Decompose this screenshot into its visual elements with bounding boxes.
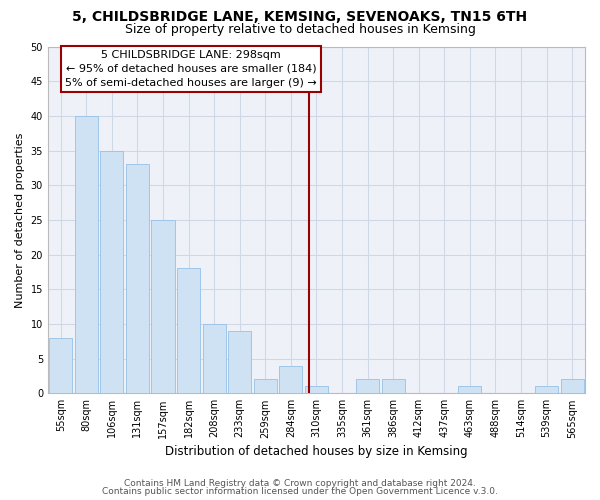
Text: Contains HM Land Registry data © Crown copyright and database right 2024.: Contains HM Land Registry data © Crown c… xyxy=(124,478,476,488)
Bar xyxy=(458,386,481,394)
Text: Contains public sector information licensed under the Open Government Licence v.: Contains public sector information licen… xyxy=(102,488,498,496)
Bar xyxy=(382,380,404,394)
Bar xyxy=(254,380,277,394)
Bar xyxy=(535,386,558,394)
Bar xyxy=(75,116,98,394)
Bar xyxy=(177,268,200,394)
Text: 5 CHILDSBRIDGE LANE: 298sqm
← 95% of detached houses are smaller (184)
5% of sem: 5 CHILDSBRIDGE LANE: 298sqm ← 95% of det… xyxy=(65,50,317,88)
Bar xyxy=(126,164,149,394)
Bar xyxy=(100,150,124,394)
Bar xyxy=(151,220,175,394)
X-axis label: Distribution of detached houses by size in Kemsing: Distribution of detached houses by size … xyxy=(165,444,468,458)
Text: Size of property relative to detached houses in Kemsing: Size of property relative to detached ho… xyxy=(125,22,475,36)
Bar xyxy=(561,380,584,394)
Text: 5, CHILDSBRIDGE LANE, KEMSING, SEVENOAKS, TN15 6TH: 5, CHILDSBRIDGE LANE, KEMSING, SEVENOAKS… xyxy=(73,10,527,24)
Bar xyxy=(49,338,72,394)
Y-axis label: Number of detached properties: Number of detached properties xyxy=(15,132,25,308)
Bar xyxy=(203,324,226,394)
Bar xyxy=(228,331,251,394)
Bar xyxy=(356,380,379,394)
Bar xyxy=(305,386,328,394)
Bar xyxy=(280,366,302,394)
